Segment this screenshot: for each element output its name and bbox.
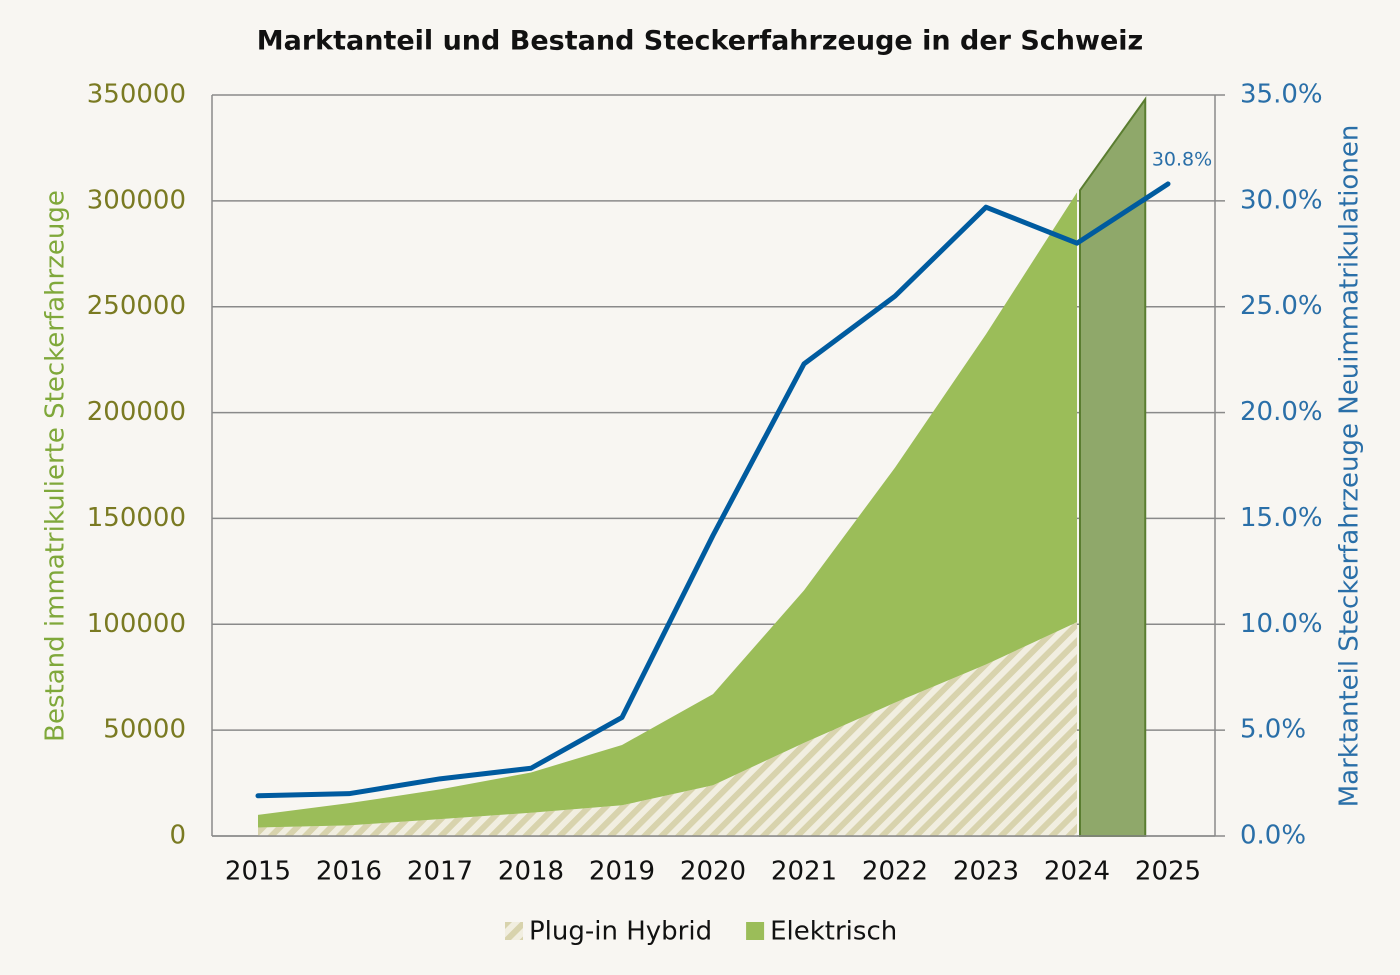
legend-label: Elektrisch bbox=[770, 917, 897, 947]
y2-tick-label: 35.0% bbox=[1240, 80, 1323, 110]
y2-tick-label: 0.0% bbox=[1240, 821, 1306, 851]
y2-tick-label: 5.0% bbox=[1240, 715, 1306, 745]
x-tick-label: 2017 bbox=[407, 857, 473, 887]
y-tick-label: 0 bbox=[169, 821, 186, 851]
x-tick-label: 2018 bbox=[498, 857, 564, 887]
y2-axis-title: Marktanteil Steckerfahrzeuge Neuimmatrik… bbox=[1335, 125, 1365, 808]
x-tick-label: 2023 bbox=[953, 857, 1019, 887]
x-tick-label: 2022 bbox=[862, 857, 928, 887]
area bbox=[258, 622, 1077, 836]
x-tick-label: 2021 bbox=[771, 857, 837, 887]
y2-tick-label: 20.0% bbox=[1240, 397, 1323, 427]
legend-label: Plug-in Hybrid bbox=[529, 917, 712, 947]
x-tick-label: 2019 bbox=[589, 857, 655, 887]
y-tick-label: 250000 bbox=[87, 291, 186, 321]
y-tick-label: 150000 bbox=[87, 503, 186, 533]
y-tick-label: 300000 bbox=[87, 185, 186, 215]
y-tick-label: 50000 bbox=[103, 715, 186, 745]
y-tick-label: 100000 bbox=[87, 609, 186, 639]
y2-tick-label: 30.0% bbox=[1240, 185, 1323, 215]
line bbox=[255, 181, 1171, 799]
forecast-area bbox=[1079, 96, 1147, 837]
data-label: 30.8% bbox=[1152, 148, 1212, 170]
chart-title: Marktanteil und Bestand Steckerfahrzeuge… bbox=[257, 26, 1144, 57]
x-tick-label: 2015 bbox=[225, 857, 291, 887]
y2-tick-label: 25.0% bbox=[1240, 291, 1323, 321]
area bbox=[258, 192, 1077, 828]
y-axis-title: Bestand immatrikulierte Steckerfahrzeuge bbox=[41, 190, 71, 742]
y2-tick-label: 10.0% bbox=[1240, 609, 1323, 639]
x-tick-label: 2025 bbox=[1135, 857, 1201, 887]
x-tick-label: 2020 bbox=[680, 857, 746, 887]
legend-swatch bbox=[505, 922, 523, 940]
y-tick-label: 200000 bbox=[87, 397, 186, 427]
y2-tick-label: 15.0% bbox=[1240, 503, 1323, 533]
legend-swatch bbox=[746, 922, 765, 940]
y-tick-label: 350000 bbox=[87, 80, 186, 110]
x-tick-label: 2016 bbox=[316, 857, 382, 887]
x-tick-label: 2024 bbox=[1044, 857, 1110, 887]
